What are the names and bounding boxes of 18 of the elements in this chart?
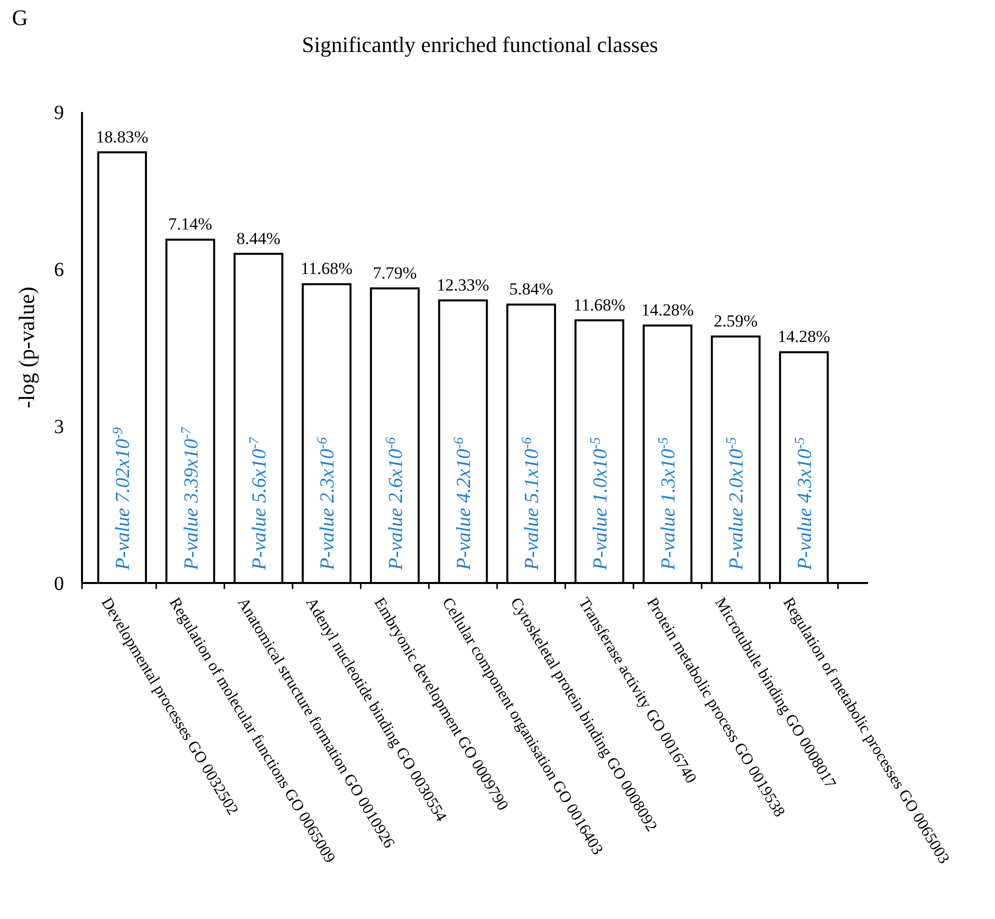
annotation: 5.84% xyxy=(509,280,554,299)
annotation: 12.33% xyxy=(436,275,490,294)
annotation: 14.28% xyxy=(641,300,694,320)
annotation: 7.79% xyxy=(372,263,417,282)
y-tick-label: 9 xyxy=(54,102,64,124)
annotation: 11.68% xyxy=(300,259,353,278)
y-tick-label: 0 xyxy=(54,573,64,595)
y-tick-label: 6 xyxy=(54,259,64,281)
text: G xyxy=(12,5,28,30)
annotation: 7.14% xyxy=(168,214,212,234)
y-tick-label: 3 xyxy=(54,416,64,438)
annotation: 2.59% xyxy=(714,312,758,331)
annotation: 14.28% xyxy=(778,327,830,346)
annotation: 11.68% xyxy=(573,295,626,314)
annotation: 8.44% xyxy=(236,228,280,248)
y-axis-title: -log (p-value) xyxy=(14,286,39,408)
annotation: 18.83% xyxy=(96,127,148,146)
chart-title: Significantly enriched functional classes xyxy=(302,32,658,57)
